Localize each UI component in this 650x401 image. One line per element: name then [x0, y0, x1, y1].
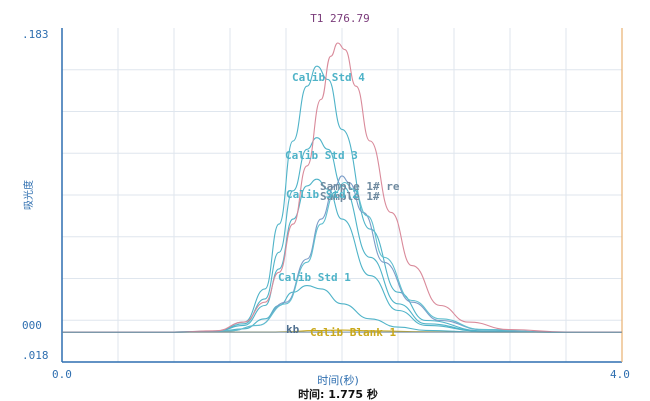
series-label-1: Calib Std 3	[285, 149, 358, 162]
series-line-6	[62, 181, 622, 333]
series-line-3	[62, 137, 622, 333]
series-label-0: Calib Std 4	[292, 71, 365, 84]
x-tick-end: 4.0	[610, 368, 630, 381]
series-label-6: kb	[286, 323, 300, 336]
series-label-3: Sample 1#	[320, 190, 380, 203]
series-line-7	[62, 42, 622, 333]
chart-title: T1 276.79	[310, 12, 370, 25]
y-tick-top: .183	[22, 28, 49, 41]
grid	[62, 28, 622, 362]
y-axis-label: 吸光度	[22, 180, 35, 210]
series-label-2: Sample 1# re	[320, 180, 400, 193]
series-line-2	[62, 178, 622, 333]
x-tick-start: 0.0	[52, 368, 72, 381]
series-labels: Calib Std 4 Calib Std 3 Sample 1# reSample…	[278, 71, 400, 339]
series-label-4: Calib Std 2	[286, 188, 359, 201]
x-axis-label: 时间(秒)	[317, 373, 359, 387]
time-readout: 时间: 1.775 秒	[298, 387, 378, 401]
axes	[61, 28, 623, 363]
y-tick-bottom: .018	[22, 349, 49, 362]
series-label-7: Calib Blank 1	[310, 326, 396, 339]
y-tick-zero: 000	[22, 319, 42, 332]
series-lines	[62, 42, 622, 333]
series-label-5: Calib Std 1	[278, 271, 351, 284]
